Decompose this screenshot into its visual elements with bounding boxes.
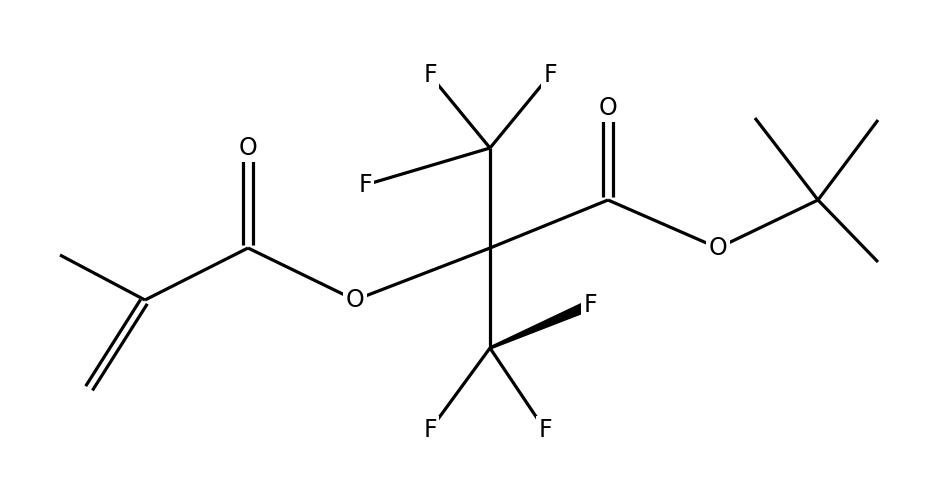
Text: O: O — [709, 236, 728, 260]
Text: O: O — [598, 96, 618, 120]
Text: F: F — [539, 418, 552, 442]
Text: F: F — [423, 63, 437, 87]
Text: F: F — [423, 418, 437, 442]
Text: O: O — [238, 136, 257, 160]
Text: F: F — [583, 293, 597, 317]
Polygon shape — [489, 301, 592, 349]
Text: F: F — [543, 63, 557, 87]
Text: O: O — [346, 288, 365, 312]
Text: F: F — [358, 173, 371, 197]
